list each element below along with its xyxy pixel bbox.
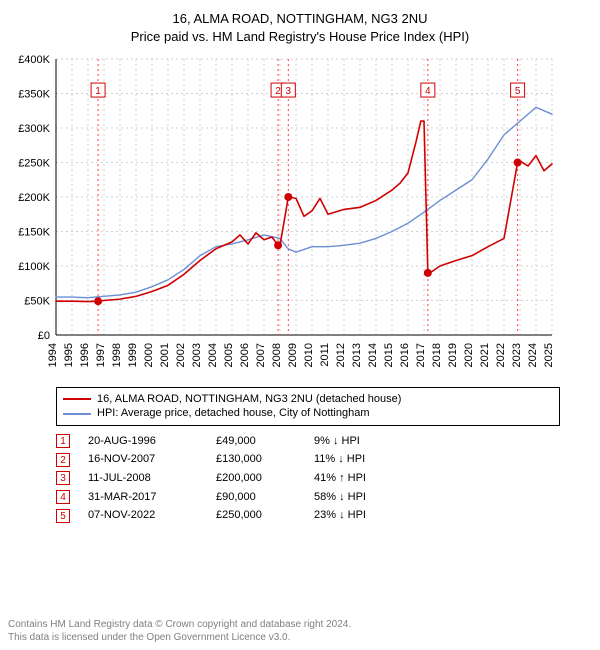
sale-row-date: 07-NOV-2022 [88,506,198,525]
x-tick-label: 2019 [447,343,459,367]
sale-row-pct: 11% ↓ HPI [314,450,404,469]
x-tick-label: 2024 [527,343,539,367]
title-line-1: 16, ALMA ROAD, NOTTINGHAM, NG3 2NU [0,10,600,28]
x-tick-label: 2008 [271,343,283,367]
sale-dot [274,241,282,249]
sale-event-marker-num: 5 [515,86,521,97]
y-tick-label: £100K [18,261,50,273]
footer-line-1: Contains HM Land Registry data © Crown c… [8,618,592,631]
sale-row-price: £130,000 [216,450,296,469]
x-tick-label: 2005 [223,343,235,367]
sale-event-marker-num: 4 [425,86,431,97]
x-tick-label: 2020 [463,343,475,367]
x-tick-label: 2018 [431,343,443,367]
sale-row: 3 11-JUL-2008 £200,000 41% ↑ HPI [56,469,560,488]
sale-row-date: 11-JUL-2008 [88,469,198,488]
x-tick-label: 1994 [47,343,59,367]
x-tick-label: 1998 [111,343,123,367]
series-property [56,121,552,301]
sale-row: 5 07-NOV-2022 £250,000 23% ↓ HPI [56,506,560,525]
y-tick-label: £50K [24,296,50,308]
x-tick-label: 2010 [303,343,315,367]
sale-row-price: £49,000 [216,432,296,451]
sale-row-pct: 58% ↓ HPI [314,488,404,507]
sale-row-marker: 3 [56,471,70,485]
y-tick-label: £350K [18,89,50,101]
x-tick-label: 2011 [319,343,331,367]
sale-row: 2 16-NOV-2007 £130,000 11% ↓ HPI [56,450,560,469]
sale-event-marker-num: 1 [95,86,101,97]
x-tick-label: 2025 [543,343,555,367]
sale-row: 4 31-MAR-2017 £90,000 58% ↓ HPI [56,488,560,507]
legend-box: 16, ALMA ROAD, NOTTINGHAM, NG3 2NU (deta… [56,387,560,426]
x-tick-label: 2003 [191,343,203,367]
x-tick-label: 2023 [511,343,523,367]
sale-row-date: 16-NOV-2007 [88,450,198,469]
legend-swatch [63,398,91,400]
legend-row: 16, ALMA ROAD, NOTTINGHAM, NG3 2NU (deta… [63,392,553,406]
x-tick-label: 2022 [495,343,507,367]
legend-row: HPI: Average price, detached house, City… [63,406,553,420]
footer: Contains HM Land Registry data © Crown c… [8,618,592,644]
x-tick-label: 2021 [479,343,491,367]
x-tick-label: 2009 [287,343,299,367]
sale-row-pct: 23% ↓ HPI [314,506,404,525]
x-tick-label: 2016 [399,343,411,367]
footer-line-2: This data is licensed under the Open Gov… [8,631,592,644]
sale-dot [284,193,292,201]
x-tick-label: 2002 [175,343,187,367]
x-tick-label: 2001 [159,343,171,367]
x-tick-label: 2000 [143,343,155,367]
chart-svg: £0 £50K £100K £150K £200K £250K £300K £350K £400… [0,53,560,383]
x-tick-label: 2007 [255,343,267,367]
series-hpi [56,107,552,297]
title-line-2: Price paid vs. HM Land Registry's House … [0,28,600,46]
sale-event-marker-num: 2 [275,86,281,97]
legend-label: 16, ALMA ROAD, NOTTINGHAM, NG3 2NU (deta… [97,392,401,406]
sale-row-marker: 2 [56,453,70,467]
x-tick-label: 2004 [207,343,219,367]
sale-row: 1 20-AUG-1996 £49,000 9% ↓ HPI [56,432,560,451]
y-tick-label: £250K [18,158,50,170]
y-tick-label: £300K [18,123,50,135]
legend-label: HPI: Average price, detached house, City… [97,406,370,420]
y-tick-label: £200K [18,192,50,204]
sale-row-date: 20-AUG-1996 [88,432,198,451]
x-tick-label: 2017 [415,343,427,367]
sale-row-pct: 41% ↑ HPI [314,469,404,488]
title-block: 16, ALMA ROAD, NOTTINGHAM, NG3 2NU Price… [0,0,600,45]
x-tick-label: 2014 [367,343,379,367]
chart-container: 16, ALMA ROAD, NOTTINGHAM, NG3 2NU Price… [0,0,600,650]
sale-row-date: 31-MAR-2017 [88,488,198,507]
x-tick-label: 2015 [383,343,395,367]
sale-row-price: £200,000 [216,469,296,488]
x-tick-label: 1995 [63,343,75,367]
y-tick-label: £400K [18,54,50,66]
sales-table: 1 20-AUG-1996 £49,000 9% ↓ HPI 2 16-NOV-2007 £… [56,432,560,525]
x-tick-label: 2012 [335,343,347,367]
x-tick-label: 1996 [79,343,91,367]
sale-event-marker-num: 3 [286,86,292,97]
sale-dot [424,269,432,277]
x-tick-label: 1997 [95,343,107,367]
sale-row-marker: 4 [56,490,70,504]
x-tick-label: 2006 [239,343,251,367]
sale-row-price: £250,000 [216,506,296,525]
x-tick-label: 1999 [127,343,139,367]
y-tick-label: £0 [38,330,50,342]
y-tick-label: £150K [18,227,50,239]
chart-area: £0 £50K £100K £150K £200K £250K £300K £350K £400… [0,53,600,383]
x-tick-label: 2013 [351,343,363,367]
sale-row-price: £90,000 [216,488,296,507]
sale-row-marker: 5 [56,509,70,523]
sale-dot [514,159,522,167]
sale-row-marker: 1 [56,434,70,448]
legend-swatch [63,413,91,415]
sale-row-pct: 9% ↓ HPI [314,432,404,451]
sale-dot [94,297,102,305]
